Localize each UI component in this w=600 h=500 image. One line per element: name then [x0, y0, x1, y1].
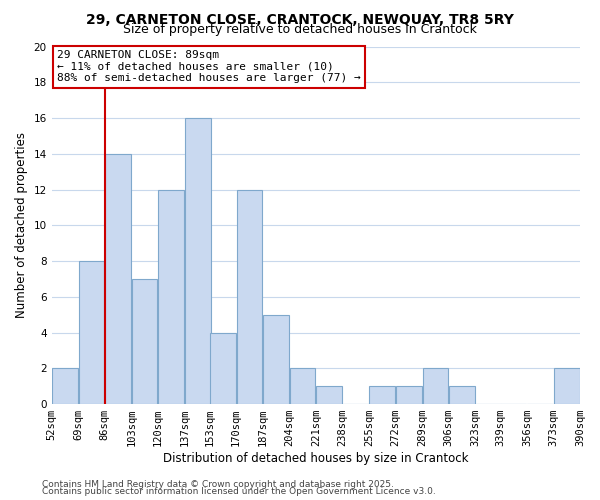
Bar [79, 261, 104, 404]
Bar [396, 386, 422, 404]
Bar [316, 386, 342, 404]
X-axis label: Distribution of detached houses by size in Crantock: Distribution of detached houses by size … [163, 452, 469, 465]
Text: 29 CARNETON CLOSE: 89sqm
← 11% of detached houses are smaller (10)
88% of semi-d: 29 CARNETON CLOSE: 89sqm ← 11% of detach… [57, 50, 361, 84]
Bar [52, 368, 78, 404]
Bar [263, 314, 289, 404]
Bar [132, 279, 157, 404]
Text: 29, CARNETON CLOSE, CRANTOCK, NEWQUAY, TR8 5RY: 29, CARNETON CLOSE, CRANTOCK, NEWQUAY, T… [86, 12, 514, 26]
Text: Contains public sector information licensed under the Open Government Licence v3: Contains public sector information licen… [42, 487, 436, 496]
Bar [185, 118, 211, 404]
Bar [290, 368, 316, 404]
Bar [370, 386, 395, 404]
Bar [236, 190, 262, 404]
Bar [158, 190, 184, 404]
Bar [554, 368, 580, 404]
Text: Contains HM Land Registry data © Crown copyright and database right 2025.: Contains HM Land Registry data © Crown c… [42, 480, 394, 489]
Bar [105, 154, 131, 404]
Bar [422, 368, 448, 404]
Bar [210, 332, 236, 404]
Bar [449, 386, 475, 404]
Y-axis label: Number of detached properties: Number of detached properties [15, 132, 28, 318]
Text: Size of property relative to detached houses in Crantock: Size of property relative to detached ho… [123, 22, 477, 36]
